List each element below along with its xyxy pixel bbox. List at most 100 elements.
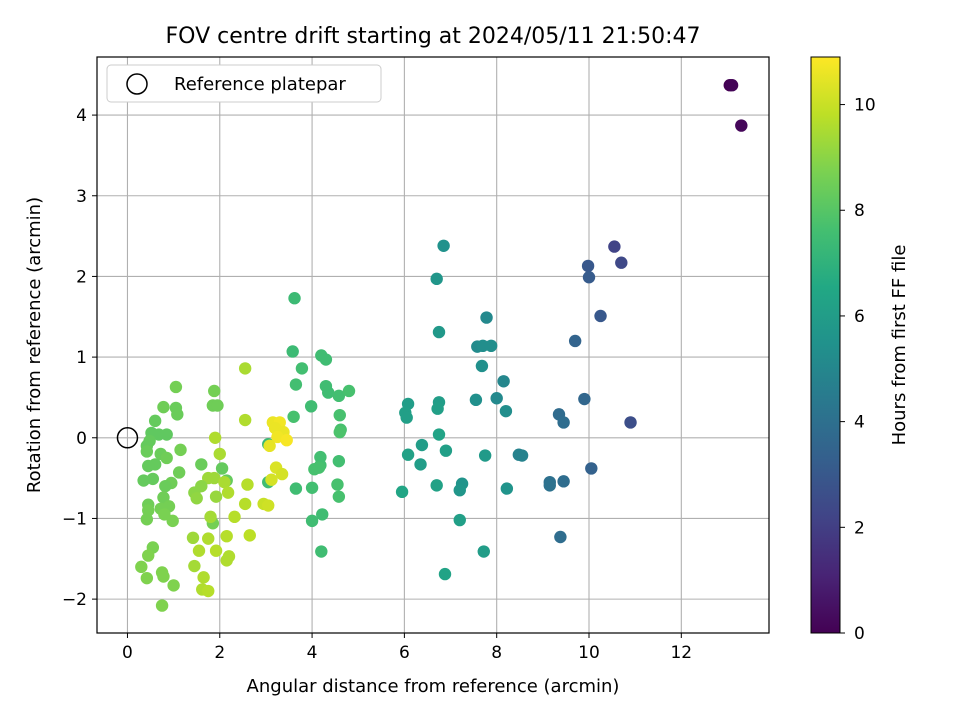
chart-title: FOV centre drift starting at 2024/05/11 … [166,24,701,49]
data-point [167,579,180,592]
data-point [401,448,415,461]
data-point [190,492,203,505]
data-point [615,256,628,269]
data-point [543,479,556,492]
data-point [208,431,222,444]
data-point [497,375,510,388]
data-point [265,473,278,486]
x-tick-label: 0 [122,643,133,663]
data-point [437,239,450,252]
data-point [322,386,335,399]
x-axis-label: Angular distance from reference (arcmin) [247,676,620,697]
data-point [414,458,427,471]
reference-marker [116,427,139,449]
data-point [218,475,231,489]
data-point [316,508,329,521]
data-point [160,451,173,465]
data-point [159,479,172,493]
data-point [289,378,303,391]
data-point [188,559,201,573]
data-point [430,479,443,492]
data-point [480,311,493,324]
data-point [554,530,567,544]
data-point [262,499,275,512]
data-point [453,513,466,527]
data-point [202,584,215,598]
data-point [192,544,206,557]
data-point [304,400,318,413]
data-point [135,560,148,574]
data-point [186,531,200,545]
data-point [155,566,169,579]
data-point [315,545,328,558]
data-point [469,393,483,407]
data-point [146,472,160,486]
y-tick-label: 1 [76,348,87,368]
data-point [238,413,252,427]
data-point [333,408,346,422]
data-point [172,466,186,479]
legend-marker [126,73,148,95]
data-point [160,428,173,441]
data-point [174,443,187,457]
data-point [213,447,226,461]
y-tick-label: −1 [62,509,87,529]
data-point [305,514,319,528]
plot-frame [96,56,770,634]
data-point [415,438,429,452]
data-point [400,411,413,424]
y-tick-label: 3 [76,187,87,207]
data-point [725,79,739,92]
data-point [289,482,303,495]
data-point [195,458,208,471]
data-point [241,478,254,491]
data-point [238,497,252,511]
data-point [287,410,300,423]
data-point [275,467,289,481]
data-point [155,599,169,612]
data-point [432,428,446,441]
data-point [333,425,346,439]
data-point [169,380,183,394]
x-tick-label: 8 [491,643,502,663]
data-point [438,567,452,581]
colorbar-ticks: 0 2 4 6 8 10 [840,96,876,644]
data-point [171,408,184,421]
y-tick-label: 0 [76,429,87,449]
data-point [221,486,235,499]
data-point [209,490,223,503]
data-point [608,240,621,253]
x-tick-label: 6 [399,643,410,663]
x-axis-ticks: 0 2 4 6 8 10 12 [122,633,692,663]
data-point [500,482,514,495]
data-points [135,79,748,612]
data-point [295,362,309,375]
data-point [594,309,607,323]
data-point [220,529,233,543]
y-axis-label: Rotation from reference (arcmin) [24,197,45,493]
data-point [204,510,217,524]
reference-point [116,427,139,449]
x-tick-label: 4 [307,643,318,663]
x-tick-label: 12 [670,643,692,663]
data-point [439,444,453,457]
colorbar-tick-label: 0 [854,624,865,644]
data-point [137,474,150,487]
data-point [228,510,241,524]
data-point [582,271,596,284]
colorbar-tick-label: 8 [854,201,865,221]
data-point [499,404,513,418]
data-point [581,259,595,273]
data-point [395,485,409,499]
data-point [148,414,162,428]
colorbar [810,56,841,634]
data-point [157,400,170,414]
colorbar-tick-label: 2 [854,518,865,538]
data-point [140,513,154,526]
data-point [453,484,466,497]
data-point [157,491,170,504]
data-point [430,272,443,286]
data-point [432,325,446,339]
data-point [319,353,333,366]
data-point [624,416,637,429]
